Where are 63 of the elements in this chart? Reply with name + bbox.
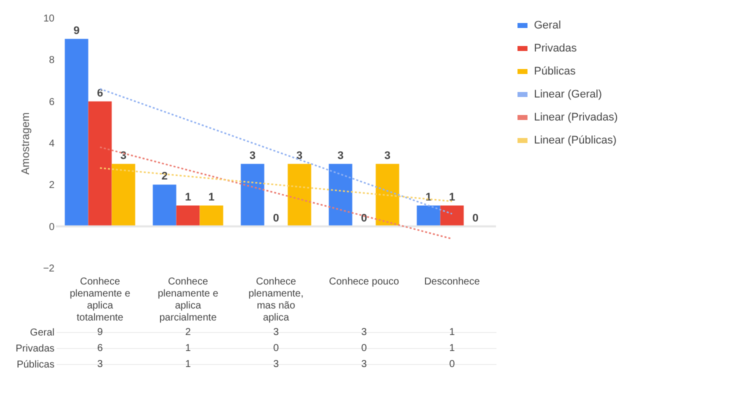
bar — [440, 206, 464, 226]
y-tick-label: 10 — [43, 14, 55, 24]
text: Públicas — [16, 360, 54, 370]
bar — [376, 164, 400, 226]
bar — [200, 206, 224, 226]
data-label: 3 — [273, 359, 280, 370]
text: 3 — [249, 150, 256, 162]
legend-label: Linear (Geral) — [534, 88, 602, 100]
data-label: 1 — [449, 327, 456, 338]
text: 9 — [73, 24, 80, 37]
bar — [240, 164, 264, 226]
data-label: 1 — [185, 359, 192, 370]
bar — [328, 164, 352, 226]
text: Geral — [30, 328, 54, 338]
text: 3 — [296, 150, 303, 162]
legend-label: Públicas — [534, 66, 576, 78]
data-label: 3 — [361, 359, 368, 370]
bar — [112, 164, 136, 226]
data-label: 9 — [97, 327, 104, 338]
text: 3 — [120, 150, 127, 162]
bar — [152, 184, 176, 226]
data-label: 1 — [449, 343, 456, 354]
bar — [64, 38, 88, 226]
data-label: 3 — [273, 327, 280, 338]
bar — [416, 206, 440, 226]
text: 0 — [472, 212, 479, 224]
y-tick-label: 6 — [48, 96, 55, 108]
text: 1 — [184, 192, 192, 204]
x-tick-label: Conhece plenamente, mas não aplica — [248, 276, 304, 324]
x-tick-label: Conhece pouco — [328, 276, 400, 288]
data-label: 3 — [97, 359, 104, 370]
data-label: 0 — [449, 359, 456, 370]
x-tick-label: Desconhece — [424, 276, 480, 288]
bar — [176, 206, 200, 226]
legend-label: Privadas — [534, 42, 578, 54]
text: 1 — [448, 192, 456, 204]
data-label: 3 — [361, 327, 368, 338]
data-label: 0 — [361, 343, 368, 354]
y-tick-label: 2 — [48, 180, 55, 192]
y-axis-title: Amostragem — [20, 112, 32, 175]
text: Privadas — [16, 344, 54, 354]
legend-label: Linear (Privadas) — [534, 112, 618, 124]
legend-label: Geral — [534, 20, 561, 32]
text: 0 — [360, 212, 368, 224]
bar — [88, 101, 112, 226]
text: 3 — [337, 150, 344, 162]
y-tick-label: 0 — [48, 222, 55, 233]
text: 3 — [384, 150, 391, 162]
data-label: 1 — [185, 343, 192, 354]
text: 1 — [208, 192, 215, 204]
x-tick-label: Conhece plenamente e aplica totalmente — [70, 276, 131, 324]
text: 6 — [96, 87, 104, 100]
data-label: 6 — [97, 343, 104, 354]
y-tick-label: 8 — [48, 55, 55, 66]
text: 0 — [272, 212, 280, 224]
data-label: 0 — [273, 343, 280, 354]
x-tick-label: Conhece plenamente e aplica parcialmente — [158, 276, 219, 324]
bar — [288, 164, 312, 226]
data-label: 2 — [185, 327, 192, 338]
y-tick-label: 4 — [48, 138, 55, 150]
text: 2 — [161, 170, 168, 183]
legend-label: Linear (Públicas) — [534, 134, 617, 146]
y-tick-label: −2 — [43, 264, 55, 274]
